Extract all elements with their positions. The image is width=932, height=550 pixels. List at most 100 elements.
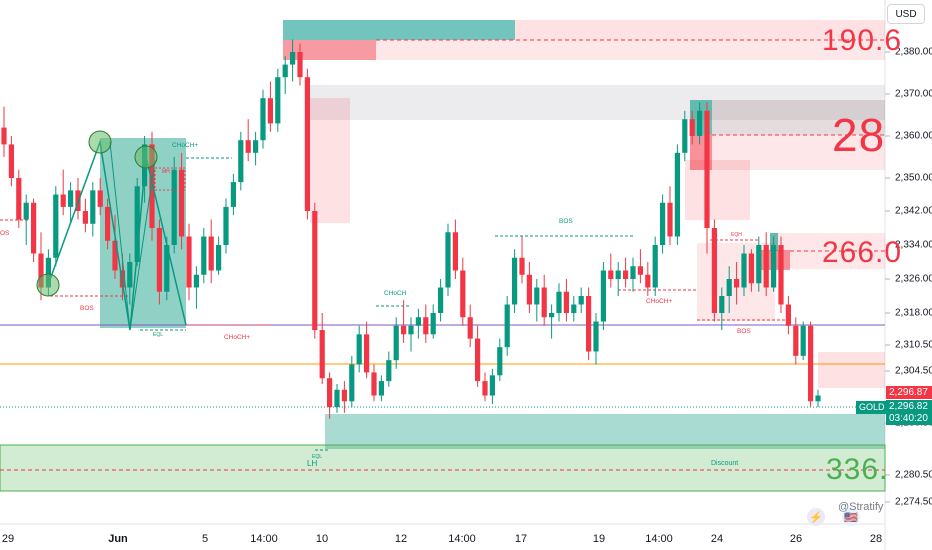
time-tick-label: 14:00	[250, 533, 278, 545]
candle-body	[216, 245, 222, 271]
candle-body	[208, 236, 214, 271]
green-zone-mid	[690, 100, 885, 135]
time-tick-label: 28	[869, 533, 883, 545]
time-tick-label: 5	[201, 533, 209, 545]
candle-body	[415, 317, 421, 326]
candle-body	[800, 325, 806, 356]
candle-body	[349, 364, 355, 402]
lightning-icon[interactable]: ⚡	[807, 508, 825, 526]
discount-zone	[0, 445, 885, 491]
candle-body	[734, 279, 740, 288]
candle-body	[105, 206, 111, 241]
candle-body	[164, 245, 170, 292]
zone-number-mid: 28	[832, 109, 886, 161]
candle-body	[290, 52, 296, 65]
candle-body	[623, 270, 629, 279]
price-tick-label: 2,350.00	[895, 172, 932, 184]
pivot-marker	[36, 273, 60, 297]
candle-body	[815, 395, 821, 402]
mh-box	[154, 167, 186, 191]
candle-body	[364, 334, 370, 373]
price-tick-label: 2,342.00	[895, 205, 932, 217]
candle-body	[763, 245, 769, 288]
candle-body	[645, 274, 651, 288]
candle-body	[452, 232, 458, 271]
candle-body	[134, 186, 140, 262]
candle-body	[60, 194, 66, 207]
candle-body	[371, 372, 377, 396]
candle-body	[38, 253, 44, 288]
zone-layer	[0, 20, 886, 492]
candle-body	[748, 253, 754, 284]
candle-body	[460, 270, 466, 318]
candle-body	[600, 270, 606, 322]
candle-body	[756, 245, 762, 284]
time-tick-label: 24	[710, 533, 724, 545]
zone-number-upper: 190.6	[822, 24, 903, 57]
candle-body	[386, 360, 392, 382]
candle-body	[726, 279, 732, 296]
time-tick-label: 10	[315, 533, 329, 545]
bearish-zone-low	[818, 352, 885, 388]
candle-body	[90, 190, 96, 224]
candle-body	[356, 334, 362, 365]
candle-layer	[1, 39, 821, 419]
bullish-ob-top	[283, 20, 515, 40]
time-tick-label: 12	[394, 533, 408, 545]
countdown-tag: 03:40:20	[886, 412, 932, 425]
candle-body	[275, 77, 281, 124]
zigzag-inner	[109, 141, 156, 331]
label-lh: LH	[307, 459, 318, 468]
label-choch-1: CHoCH+	[172, 142, 199, 149]
candle-body	[8, 144, 14, 178]
time-tick-label: 29	[1, 533, 15, 545]
candle-body	[504, 304, 510, 348]
candle-body	[297, 52, 303, 78]
brand-watermark: @Stratify	[838, 501, 884, 513]
currency-selector[interactable]: USD	[887, 4, 925, 24]
flag-icon[interactable]: 🇺🇸	[842, 508, 860, 526]
candle-body	[68, 190, 74, 207]
price-tick-label: 2,334.00	[895, 239, 932, 251]
candle-body	[149, 144, 155, 228]
candle-body	[245, 140, 251, 153]
candle-body	[53, 194, 59, 258]
candle-body	[304, 77, 310, 211]
price-tick-label: 2,274.50	[895, 496, 932, 508]
candle-body	[608, 270, 614, 279]
time-tick-label: 26	[789, 533, 803, 545]
candle-body	[711, 228, 717, 313]
candle-body	[423, 317, 429, 335]
time-tick-label: Jun	[108, 533, 128, 545]
candle-body	[637, 266, 643, 275]
candle-body	[327, 378, 333, 408]
zone-number-lower: 336.	[826, 453, 889, 486]
candle-body	[16, 178, 22, 220]
last-price-tag: 2,296.87	[886, 386, 932, 399]
candle-body	[689, 119, 695, 136]
candle-body	[267, 98, 273, 124]
discount-zone-border	[0, 444, 886, 492]
bearish-ob-upper	[283, 40, 376, 60]
candle-body	[512, 257, 518, 305]
candle-body	[438, 287, 444, 313]
label-discount: Discount	[711, 460, 739, 467]
label-bos-2: BOS	[559, 218, 573, 225]
time-tick-label: 19	[592, 533, 606, 545]
candle-body	[179, 169, 185, 237]
bearish-zone-left	[310, 98, 350, 223]
candle-body	[430, 313, 436, 335]
candle-body	[808, 325, 814, 402]
candle-body	[556, 291, 562, 313]
candle-body	[526, 274, 532, 305]
candle-body	[334, 389, 340, 408]
time-tick-label: 14:00	[448, 533, 476, 545]
candle-body	[193, 274, 199, 288]
pivot-marker	[88, 130, 112, 154]
candle-body	[45, 257, 51, 288]
label-choch-3: CHoCH	[384, 290, 407, 297]
candle-body	[341, 389, 347, 402]
candle-body	[223, 206, 229, 245]
